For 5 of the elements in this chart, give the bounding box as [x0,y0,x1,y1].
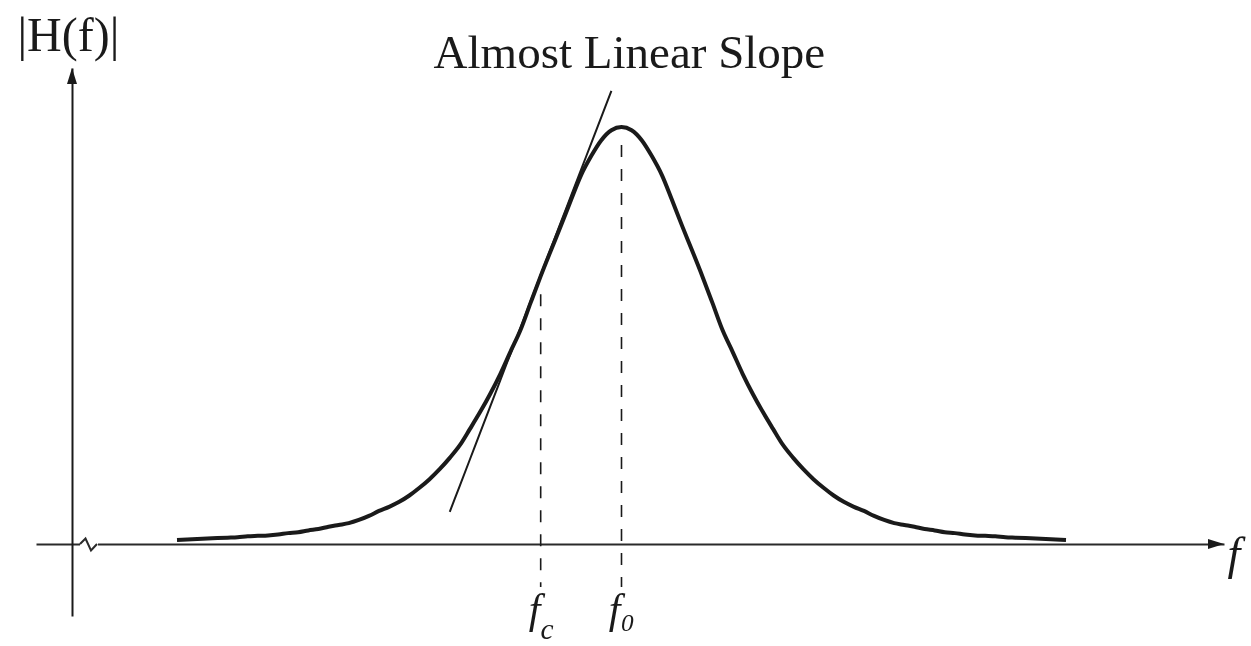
x-tick-label: f$_{c}$ [528,585,554,645]
x-tick-label: f₀ [608,585,636,632]
y-axis-title: |H(f)| [17,7,120,62]
series-label: Almost Linear Slope [433,25,826,78]
x-axis-title: f [1227,527,1247,579]
